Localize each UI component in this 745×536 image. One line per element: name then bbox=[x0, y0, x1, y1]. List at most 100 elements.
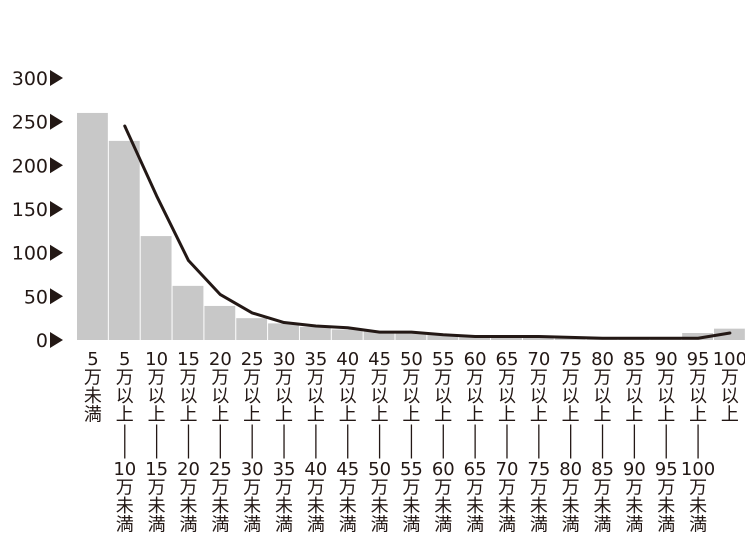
x-tick-char: 以 bbox=[371, 386, 389, 407]
x-tick-number: 50 bbox=[368, 459, 391, 480]
x-tick-number: 30 bbox=[241, 459, 264, 480]
x-tick-number: 75 bbox=[527, 459, 550, 480]
x-tick-label: 30 35 bbox=[273, 349, 296, 480]
x-tick-char: 万 bbox=[689, 368, 707, 389]
x-tick-char: 満 bbox=[84, 405, 102, 426]
x-tick-number: 80 bbox=[559, 459, 582, 480]
x-tick-char: 以 bbox=[530, 386, 548, 407]
x-tick-char: 未 bbox=[243, 496, 261, 517]
x-tick-char: 以 bbox=[275, 386, 293, 407]
x-tick-number: 60 bbox=[432, 459, 455, 480]
x-tick-char: 万 bbox=[371, 368, 389, 389]
x-tick-char: 以 bbox=[307, 386, 325, 407]
x-tick-label: 10 15 bbox=[145, 349, 168, 480]
x-tick-char: 以 bbox=[211, 386, 229, 407]
x-tick-number: 75 bbox=[559, 349, 582, 370]
x-tick-char: 満 bbox=[402, 515, 420, 536]
y-tick-marker bbox=[50, 157, 63, 174]
x-tick-char: 未 bbox=[625, 496, 643, 517]
x-tick-char: 万 bbox=[243, 368, 261, 389]
x-tick-char: 上 bbox=[243, 405, 261, 426]
x-tick-char: 万 bbox=[211, 368, 229, 389]
bar-20 bbox=[682, 333, 713, 340]
x-tick-char: 万 bbox=[466, 368, 484, 389]
x-tick-number: 5 bbox=[87, 349, 98, 370]
x-tick-char: 未 bbox=[594, 496, 612, 517]
x-tick-number: 40 bbox=[336, 349, 359, 370]
x-tick-char: 以 bbox=[562, 386, 580, 407]
x-tick-char: 未 bbox=[148, 496, 166, 517]
x-tick-number: 15 bbox=[177, 349, 200, 370]
x-tick-number: 40 bbox=[304, 459, 327, 480]
x-tick-char: 満 bbox=[307, 515, 325, 536]
x-tick-label: 35 40 bbox=[304, 349, 327, 480]
y-tick-marker bbox=[50, 113, 63, 130]
x-tick-char: 上 bbox=[275, 405, 293, 426]
x-tick-number: 20 bbox=[177, 459, 200, 480]
x-tick-char: 万 bbox=[530, 478, 548, 499]
x-tick-number: 100 bbox=[681, 459, 715, 480]
bar-10 bbox=[363, 331, 395, 340]
bar-series bbox=[77, 112, 745, 340]
bar-4 bbox=[172, 285, 204, 340]
bar-6 bbox=[236, 318, 268, 340]
x-tick-label: 40 45 bbox=[336, 349, 359, 480]
line-path bbox=[123, 124, 732, 340]
bar-7 bbox=[268, 323, 299, 340]
bar-11 bbox=[395, 333, 427, 340]
x-tick-char: 以 bbox=[721, 386, 739, 407]
x-tick-char: 万 bbox=[371, 478, 389, 499]
x-tick-char: 上 bbox=[179, 405, 197, 426]
y-tick-label: 200 bbox=[12, 155, 48, 177]
x-tick-char: 万 bbox=[594, 478, 612, 499]
x-tick-label: 80 85 bbox=[591, 349, 614, 480]
x-tick-char: 以 bbox=[466, 386, 484, 407]
y-axis: 0 50 100 150 200 250 300 bbox=[12, 68, 63, 352]
x-tick-char: 満 bbox=[371, 515, 389, 536]
bar-3 bbox=[140, 236, 172, 340]
x-tick-char: 万 bbox=[530, 368, 548, 389]
x-tick-char: 万 bbox=[625, 368, 643, 389]
x-tick-char: 以 bbox=[657, 386, 675, 407]
x-tick-char: 上 bbox=[116, 405, 134, 426]
x-tick-label: 5 10 bbox=[113, 349, 136, 480]
x-tick-char: 上 bbox=[562, 405, 580, 426]
x-tick-char: 満 bbox=[275, 515, 293, 536]
x-tick-char: 上 bbox=[625, 405, 643, 426]
x-tick-char: 以 bbox=[179, 386, 197, 407]
x-tick-number: 50 bbox=[400, 349, 423, 370]
x-tick-number: 95 bbox=[687, 349, 710, 370]
x-tick-char: 未 bbox=[371, 496, 389, 517]
x-tick-char: 万 bbox=[721, 368, 739, 389]
x-tick-char: 上 bbox=[657, 405, 675, 426]
x-tick-char: 上 bbox=[434, 405, 452, 426]
x-tick-label: 60 65 bbox=[464, 349, 487, 480]
x-tick-number: 25 bbox=[241, 349, 264, 370]
x-tick-char: 以 bbox=[625, 386, 643, 407]
x-tick-char: 満 bbox=[530, 515, 548, 536]
bar-1 bbox=[77, 112, 108, 340]
x-tick-char: 上 bbox=[402, 405, 420, 426]
x-tick-char: 万 bbox=[339, 478, 357, 499]
x-tick-char: 満 bbox=[211, 515, 229, 536]
x-tick-char: 未 bbox=[307, 496, 325, 517]
x-tick-char: 満 bbox=[148, 515, 166, 536]
y-tick-label: 250 bbox=[12, 112, 48, 134]
x-tick-char: 未 bbox=[211, 496, 229, 517]
x-tick-number: 80 bbox=[591, 349, 614, 370]
bar-9 bbox=[331, 329, 363, 340]
x-tick-char: 満 bbox=[243, 515, 261, 536]
x-tick-number: 5 bbox=[119, 349, 130, 370]
x-tick-char: 満 bbox=[562, 515, 580, 536]
x-tick-char: 以 bbox=[402, 386, 420, 407]
x-tick-char: 万 bbox=[562, 478, 580, 499]
x-tick-label: 70 75 bbox=[527, 349, 550, 480]
x-tick-char: 万 bbox=[434, 368, 452, 389]
x-tick-number: 90 bbox=[623, 459, 646, 480]
x-tick-label: 85 90 bbox=[623, 349, 646, 480]
x-tick-char: 未 bbox=[466, 496, 484, 517]
y-tick-marker bbox=[50, 288, 63, 305]
